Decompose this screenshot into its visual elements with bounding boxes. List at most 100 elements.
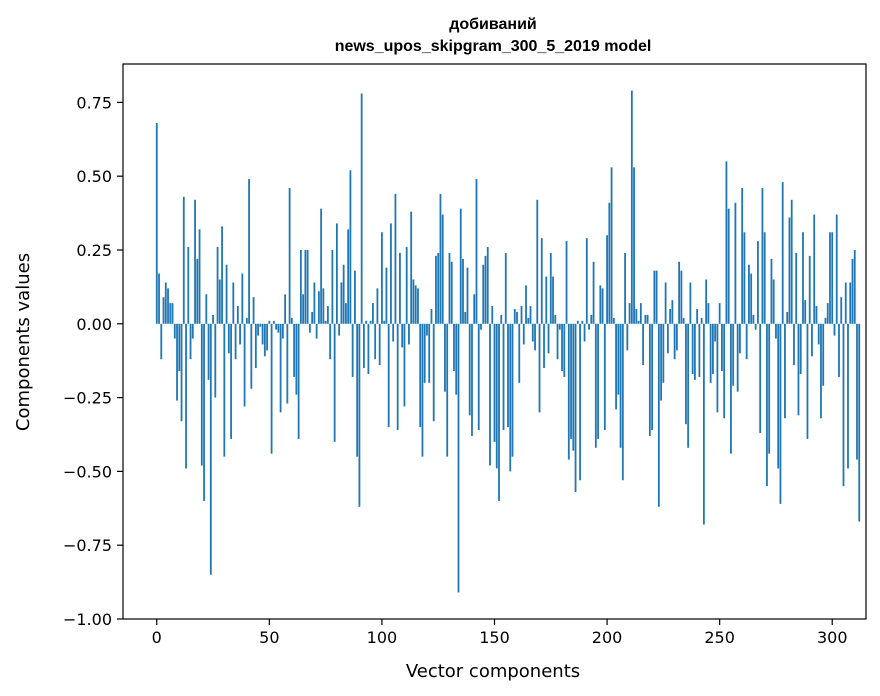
bar-283	[793, 323, 795, 366]
x-axis-label: Vector components	[406, 661, 580, 682]
bar-249	[716, 323, 719, 413]
bar-57	[284, 294, 287, 324]
bar-251	[721, 323, 723, 372]
y-axis-label: Components values	[13, 253, 34, 431]
bar-205	[617, 323, 620, 395]
bar-4	[164, 282, 167, 324]
bar-165	[527, 317, 530, 324]
bar-242	[700, 317, 703, 324]
bar-63	[297, 323, 300, 439]
bar-125	[437, 252, 440, 324]
bar-71	[315, 323, 318, 339]
bar-183	[567, 323, 570, 460]
bar-235	[684, 323, 687, 425]
bar-273	[770, 258, 773, 324]
bar-152	[498, 323, 500, 501]
bar-207	[621, 323, 624, 481]
bar-91	[360, 93, 363, 324]
bar-93	[365, 320, 368, 324]
bar-120	[426, 323, 428, 336]
bar-199	[603, 323, 606, 431]
bar-0	[155, 123, 158, 324]
bar-229	[671, 300, 674, 324]
bar-3	[162, 297, 165, 324]
bar-300	[831, 232, 834, 324]
bar-144	[480, 323, 482, 330]
bar-65	[302, 294, 305, 324]
bar-178	[556, 323, 559, 360]
bar-232	[678, 261, 681, 324]
bar-47	[261, 323, 264, 345]
bar-150	[493, 323, 496, 442]
bar-277	[779, 323, 782, 504]
bar-24	[209, 323, 212, 575]
bar-252	[723, 323, 726, 419]
bar-10	[178, 323, 181, 372]
bar-185	[572, 323, 575, 451]
bar-87	[351, 323, 354, 377]
bar-96	[372, 303, 374, 324]
x-tick-label: 200	[592, 628, 623, 647]
bar-256	[732, 323, 735, 386]
bar-31	[225, 264, 228, 324]
bar-58	[286, 323, 289, 404]
bar-216	[642, 323, 644, 366]
bar-228	[669, 309, 672, 324]
bar-285	[797, 323, 800, 416]
bar-121	[428, 323, 431, 383]
bar-72	[317, 291, 320, 324]
bar-38	[241, 273, 244, 324]
bar-184	[570, 323, 572, 439]
y-tick-label: −0.25	[63, 389, 112, 408]
bar-146	[484, 255, 487, 324]
bar-92	[363, 323, 365, 369]
bar-304	[840, 297, 843, 324]
bar-81	[338, 323, 341, 336]
bar-129	[446, 323, 449, 457]
bar-237	[689, 282, 692, 324]
bar-111	[405, 247, 408, 324]
bar-153	[500, 314, 503, 324]
bar-90	[358, 323, 361, 507]
bar-54	[277, 323, 280, 333]
bar-212	[633, 167, 635, 324]
bar-191	[585, 238, 588, 324]
bar-276	[777, 323, 780, 469]
bar-46	[259, 323, 262, 327]
bars-group	[155, 90, 861, 593]
bar-294	[817, 323, 820, 345]
bar-255	[730, 323, 732, 454]
bar-7	[171, 303, 174, 324]
bar-200	[606, 235, 608, 324]
bar-302	[835, 214, 838, 324]
bar-173	[545, 276, 548, 324]
bar-94	[367, 323, 370, 374]
bar-223	[657, 323, 660, 507]
bar-56	[281, 323, 284, 339]
bar-116	[417, 288, 419, 324]
bar-203	[612, 317, 615, 324]
bar-267	[757, 241, 759, 324]
bar-28	[218, 279, 221, 324]
bar-114	[412, 279, 415, 324]
bar-132	[453, 323, 455, 372]
bar-136	[462, 258, 464, 324]
bar-64	[299, 249, 302, 324]
y-tick-label: −0.75	[63, 536, 112, 555]
bar-110	[403, 323, 406, 407]
bar-253	[725, 161, 728, 324]
y-tick-label: −1.00	[63, 610, 112, 629]
bar-187	[576, 320, 579, 324]
bar-219	[648, 323, 651, 436]
bar-140	[471, 323, 473, 436]
bar-159	[513, 309, 516, 324]
bar-284	[795, 252, 798, 324]
bar-40	[245, 317, 248, 324]
bar-89	[356, 323, 359, 457]
bar-157	[509, 323, 512, 472]
bar-218	[646, 314, 649, 324]
bar-245	[707, 303, 710, 324]
bar-135	[459, 208, 462, 324]
bar-292	[813, 214, 816, 324]
bar-190	[583, 323, 586, 342]
